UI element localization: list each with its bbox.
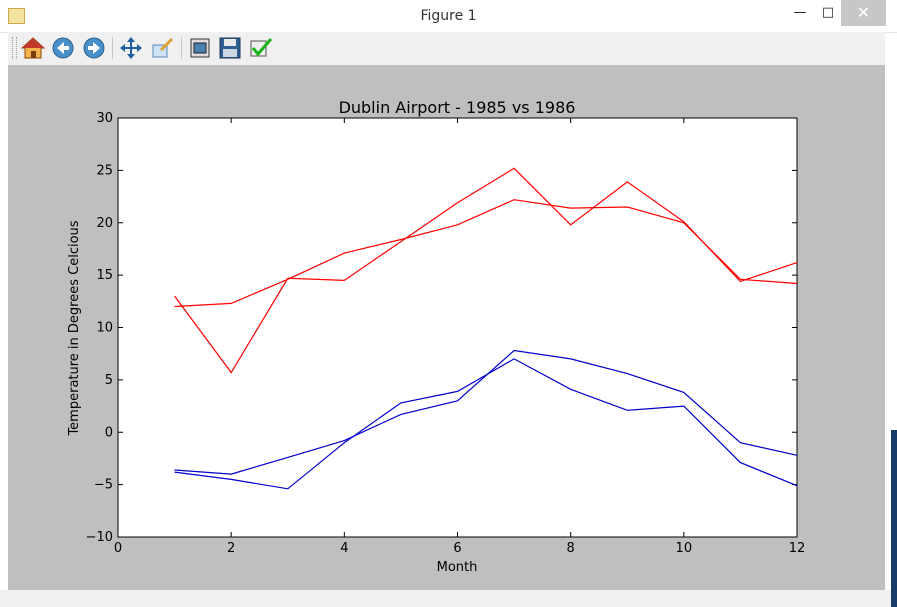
x-tick-label: 2 — [227, 541, 235, 556]
y-axis-label: Temperature in Degrees Celcious — [67, 220, 82, 436]
window-title: Figure 1 — [420, 8, 477, 24]
subplots-button[interactable] — [188, 36, 212, 60]
home-icon — [21, 37, 45, 59]
toolbar-grip[interactable] — [12, 37, 17, 59]
home-button[interactable] — [21, 36, 45, 60]
y-tick-label: −10 — [86, 530, 113, 545]
x-tick-label: 0 — [114, 541, 122, 556]
plot-area — [117, 117, 798, 538]
y-tick-label: 10 — [96, 321, 113, 336]
x-tick-label: 6 — [453, 541, 461, 556]
minimize-button[interactable]: — — [793, 5, 807, 20]
subplots-icon — [190, 38, 210, 58]
y-tick-label: 30 — [96, 111, 113, 126]
y-tick-label: 15 — [96, 268, 113, 283]
x-tick-label: 8 — [567, 541, 575, 556]
zoom-button[interactable] — [151, 36, 175, 60]
move-arrows-icon — [120, 37, 142, 59]
y-tick-label: 20 — [96, 216, 113, 231]
toolbar — [8, 32, 885, 66]
edit-button[interactable] — [249, 36, 273, 60]
pan-button[interactable] — [119, 36, 143, 60]
window-edge — [891, 430, 897, 607]
maximize-button[interactable]: □ — [821, 5, 835, 20]
forward-button[interactable] — [82, 36, 106, 60]
chart-title: Dublin Airport - 1985 vs 1986 — [339, 98, 576, 117]
checkmark-icon — [250, 38, 273, 57]
back-arrow-icon — [52, 37, 74, 59]
status-bar — [0, 590, 897, 607]
save-button[interactable] — [218, 36, 242, 60]
y-tick-label: 25 — [96, 163, 113, 178]
close-button[interactable]: ✕ — [841, 0, 886, 26]
y-tick-label: −5 — [94, 478, 113, 493]
toolbar-separator — [181, 37, 182, 59]
back-button[interactable] — [51, 36, 75, 60]
zoom-rect-icon — [152, 37, 174, 58]
x-tick-label: 12 — [789, 541, 806, 556]
x-axis-label: Month — [437, 560, 478, 575]
forward-arrow-icon — [83, 37, 105, 59]
toolbar-separator — [112, 37, 113, 59]
floppy-disk-icon — [219, 37, 241, 59]
series-line-4 — [174, 358, 798, 490]
y-tick-label: 0 — [105, 425, 113, 440]
y-tick-label: 5 — [105, 373, 113, 388]
x-tick-label: 4 — [340, 541, 348, 556]
series-line-2 — [174, 199, 798, 308]
x-tick-label: 10 — [676, 541, 693, 556]
window-titlebar: Figure 1 — □ ✕ — [0, 0, 897, 33]
app-icon — [8, 8, 25, 24]
